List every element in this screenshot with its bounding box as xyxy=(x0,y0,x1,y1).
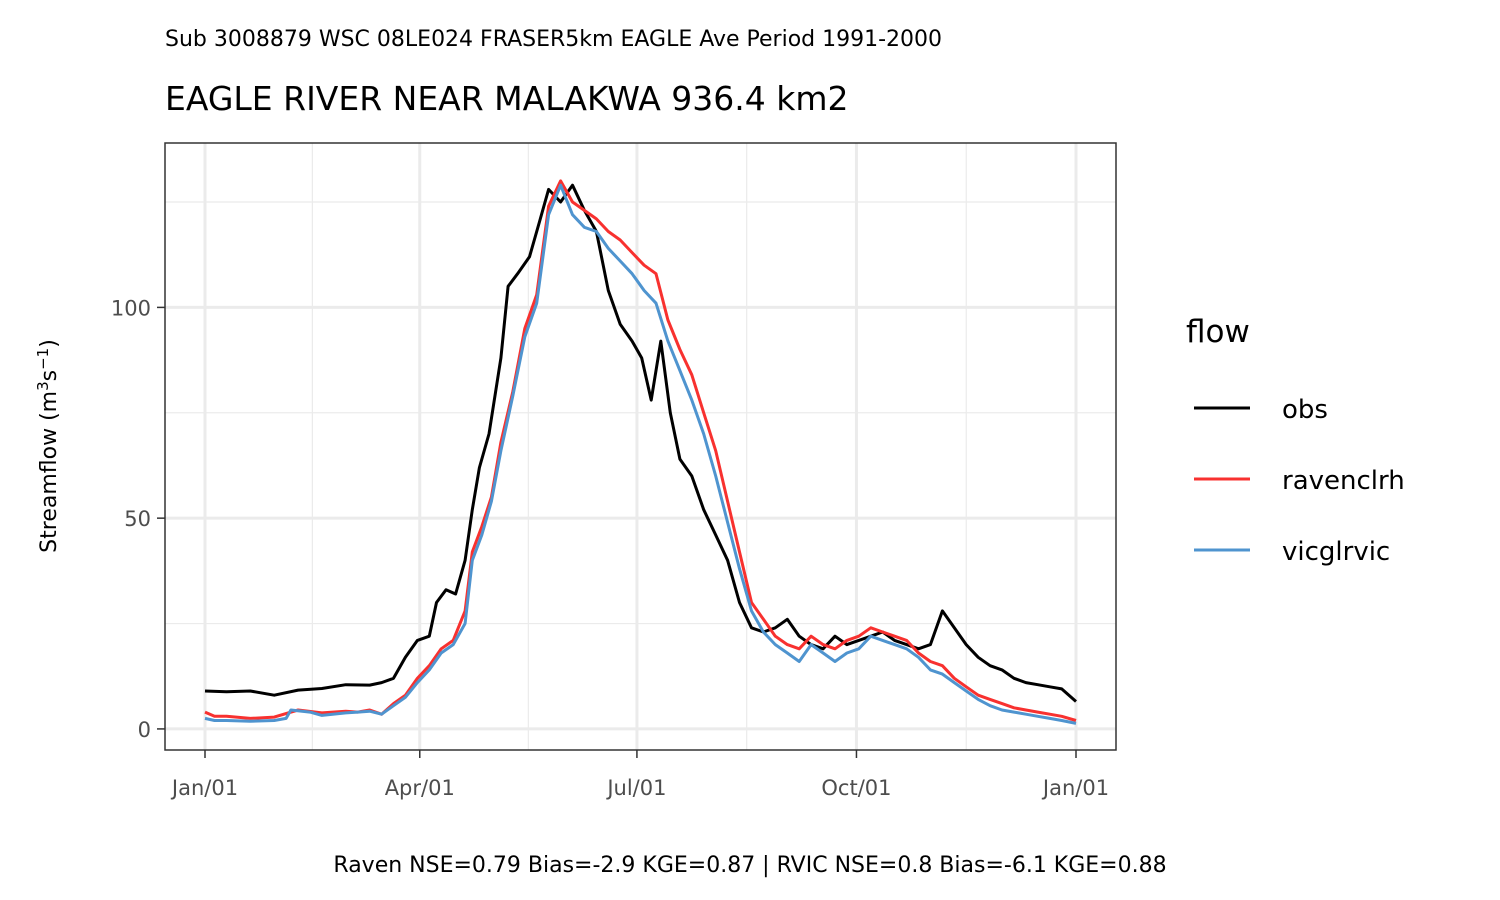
y-axis-title: Streamflow (m3s−1) xyxy=(34,339,62,553)
series-line-vicglrvic xyxy=(204,183,1077,725)
legend-label-obs: obs xyxy=(1282,395,1328,425)
x-axis: Jan/01 Apr/01 Jul/01 Oct/01 Jan/01 xyxy=(170,750,1109,800)
x-tick-label: Oct/01 xyxy=(821,776,891,800)
plot-border xyxy=(164,142,1117,751)
chart-subtitle: Sub 3008879 WSC 08LE024 FRASER5km EAGLE … xyxy=(165,27,942,52)
series-lines xyxy=(204,179,1077,725)
major-gridlines xyxy=(165,143,1116,750)
legend: flow obs ravenclrh vicglrvic xyxy=(1186,314,1405,567)
minor-gridlines xyxy=(165,143,1116,750)
legend-title: flow xyxy=(1186,314,1250,350)
legend-label-ravenclrh: ravenclrh xyxy=(1282,466,1405,496)
plot-panel xyxy=(165,143,1116,750)
chart-caption: Raven NSE=0.79 Bias=-2.9 KGE=0.87 | RVIC… xyxy=(333,853,1166,878)
y-axis: 0 50 100 xyxy=(111,296,165,742)
y-tick-label: 100 xyxy=(111,296,151,320)
x-tick-label: Jan/01 xyxy=(1041,776,1109,800)
legend-label-vicglrvic: vicglrvic xyxy=(1282,537,1390,567)
x-tick-label: Jul/01 xyxy=(605,776,666,800)
y-tick-label: 50 xyxy=(124,507,151,531)
series-line-ravenclrh xyxy=(204,179,1077,722)
x-tick-label: Jan/01 xyxy=(170,776,238,800)
chart-title: EAGLE RIVER NEAR MALAKWA 936.4 km2 xyxy=(165,79,849,118)
y-tick-label: 0 xyxy=(138,718,151,742)
series-line-obs xyxy=(204,183,1077,703)
x-tick-label: Apr/01 xyxy=(385,776,455,800)
